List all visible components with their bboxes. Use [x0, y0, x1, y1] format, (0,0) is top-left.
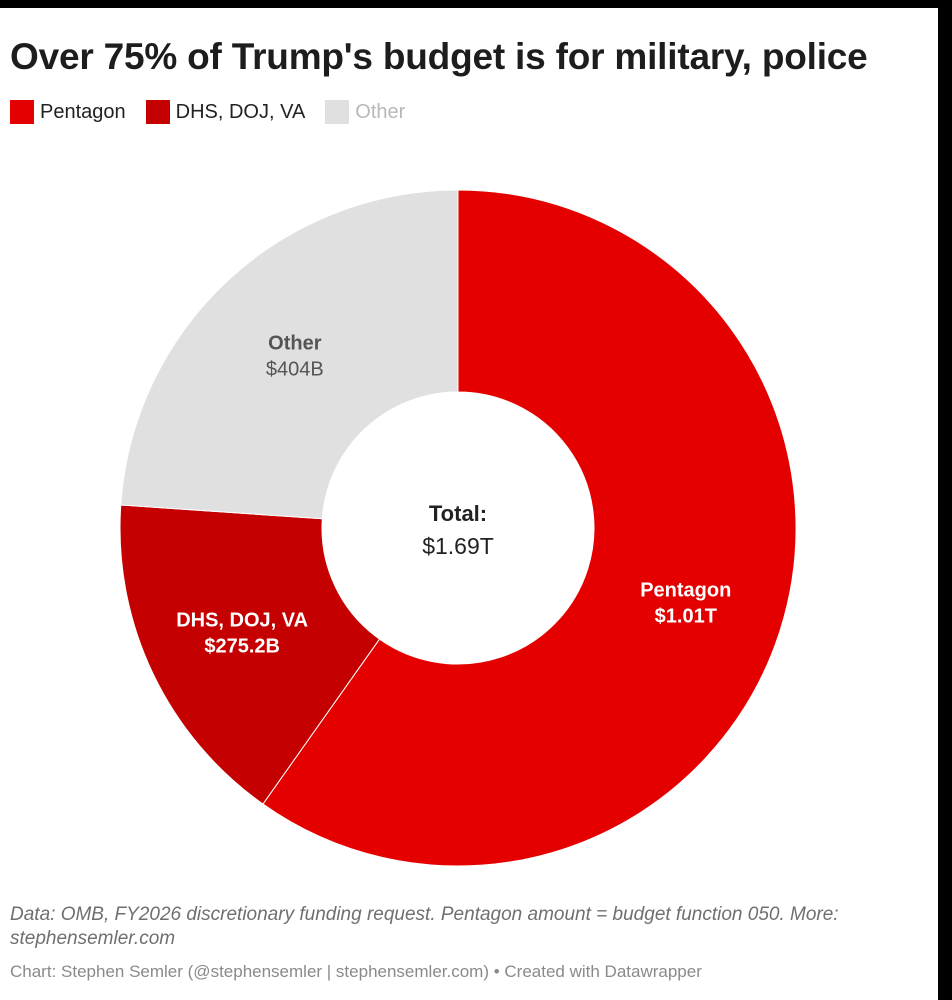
slice-other — [120, 189, 459, 520]
slice-label-dhs-doj-va: DHS, DOJ, VA — [176, 610, 308, 632]
legend-swatch-other — [325, 100, 350, 124]
legend-item-pentagon: Pentagon — [10, 100, 126, 124]
donut-chart: Pentagon $1.01T DHS, DOJ, VA $275.2B Other $4… — [119, 189, 797, 867]
slice-dhs-doj-va — [119, 504, 381, 805]
legend-item-other: Other — [325, 100, 405, 124]
legend-swatch-dhs-doj-va — [145, 100, 170, 124]
data-source-note: Data: OMB, FY2026 discretionary funding … — [10, 904, 839, 949]
legend-label-pentagon: Pentagon — [40, 100, 126, 123]
slice-label-pentagon: Pentagon — [640, 579, 731, 601]
slice-label-other: Other — [268, 332, 322, 354]
center-total-label: Total: — [429, 501, 487, 526]
chart-title: Over 75% of Trump's budget is for milita… — [10, 36, 868, 77]
slice-value-pentagon: $1.01T — [655, 605, 717, 627]
legend-label-other: Other — [355, 100, 406, 123]
slice-value-other: $404B — [266, 358, 324, 380]
chart-card: Over 75% of Trump's budget is for milita… — [0, 8, 938, 1000]
legend: Pentagon DHS, DOJ, VA Other — [10, 100, 425, 124]
legend-swatch-pentagon — [10, 100, 34, 124]
slice-pentagon — [262, 189, 797, 867]
chart-credit: Chart: Stephen Semler (@stephensemler | … — [10, 962, 702, 981]
legend-item-dhs-doj-va: DHS, DOJ, VA — [145, 100, 306, 124]
center-total-value: $1.69T — [422, 533, 494, 559]
legend-label-dhs-doj-va: DHS, DOJ, VA — [175, 100, 306, 123]
slice-value-dhs-doj-va: $275.2B — [204, 636, 280, 658]
